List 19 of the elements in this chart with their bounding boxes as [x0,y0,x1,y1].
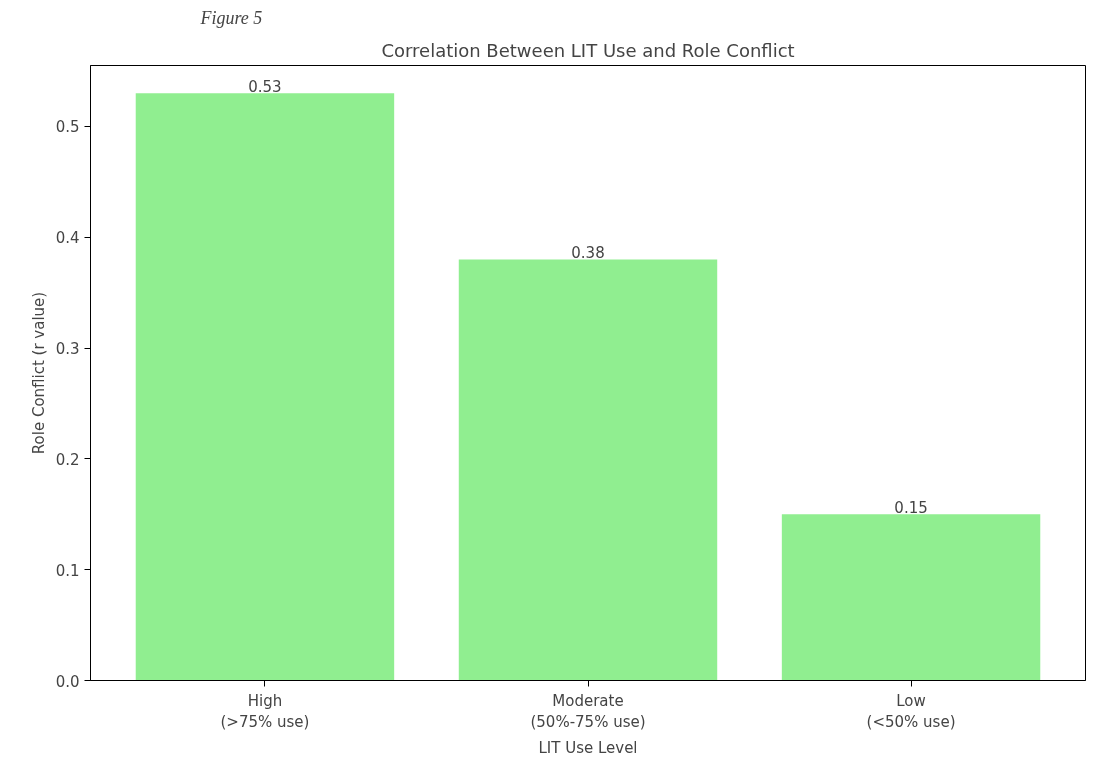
chart-title: Correlation Between LIT Use and Role Conflict [381,39,795,61]
bar [458,259,718,681]
data-label: 0.38 [571,244,605,263]
data-label: 0.53 [248,78,282,97]
y-tick-label: 0.3 [55,340,80,359]
bar [135,93,395,681]
y-tick-label: 0.5 [55,118,80,137]
y-tick-label: 0.2 [55,450,80,469]
y-tick-label: 0.1 [55,561,80,580]
x-tick-label: High (>75% use) [220,691,310,732]
x-axis-title: LIT Use Level [538,739,638,758]
y-tick-label: 0.0 [55,672,80,691]
y-tick-label: 0.4 [55,229,80,248]
bar [781,514,1041,681]
x-tick-label: Low (<50% use) [866,691,956,732]
data-label: 0.15 [894,499,928,518]
y-axis-title: Role Conflict (r value) [29,291,48,455]
caption: Figure 5 [199,7,263,28]
x-tick-label: Moderate (50%-75% use) [530,691,646,732]
